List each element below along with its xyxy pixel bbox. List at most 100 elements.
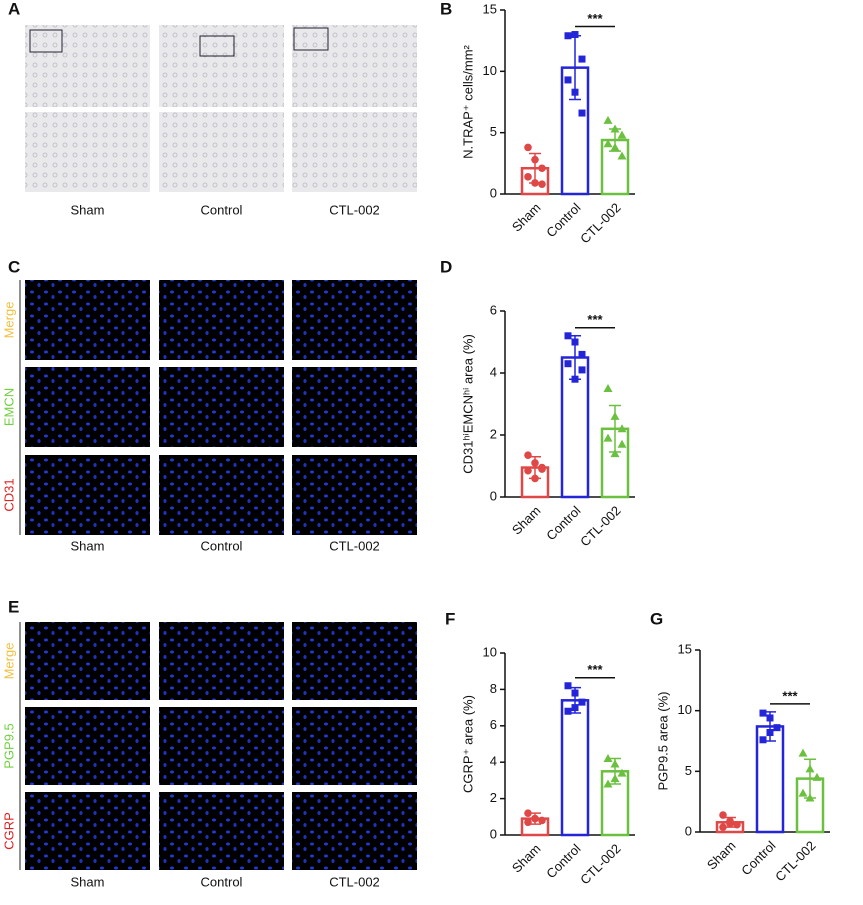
data-point — [564, 76, 572, 84]
panel-letter: E — [8, 597, 19, 616]
data-point — [610, 142, 620, 151]
micrograph — [25, 367, 150, 447]
data-point — [524, 466, 532, 475]
y-tick-label: 6 — [490, 302, 497, 317]
data-point — [610, 774, 620, 783]
data-point — [603, 779, 613, 788]
data-point — [578, 55, 586, 63]
data-point — [759, 709, 767, 717]
panel-letter: F — [445, 609, 455, 628]
data-point — [578, 109, 586, 117]
y-axis-label: CD31ʰⁱEMCNʰⁱ area (%) — [460, 334, 475, 474]
panel-letter: B — [440, 0, 452, 18]
micrograph — [159, 25, 284, 107]
data-point — [610, 124, 620, 133]
column-label: Sham — [71, 874, 105, 889]
data-point — [531, 155, 539, 164]
column-label: Control — [201, 202, 243, 217]
data-point — [564, 682, 572, 690]
micrograph — [159, 112, 284, 192]
y-tick-label: 2 — [490, 790, 497, 805]
micrograph — [159, 455, 284, 535]
y-tick-label: 5 — [685, 763, 692, 778]
data-point — [617, 130, 627, 139]
zoom-box — [199, 35, 235, 57]
row-label: CGRP — [1, 812, 16, 850]
data-point — [564, 332, 572, 340]
micrograph — [292, 280, 417, 360]
data-point — [610, 411, 620, 420]
data-point — [524, 143, 532, 152]
data-point — [571, 31, 579, 39]
data-point — [538, 180, 546, 188]
micrograph — [159, 707, 284, 785]
y-tick-label: 8 — [490, 681, 497, 696]
micrograph — [292, 367, 417, 447]
panel-letter: C — [8, 257, 20, 276]
x-tick-label: CTL-002 — [577, 200, 623, 246]
y-tick-label: 15 — [678, 641, 692, 656]
micrograph — [292, 455, 417, 535]
data-point — [603, 384, 613, 392]
micrograph — [25, 455, 150, 535]
y-tick-label: 6 — [490, 717, 497, 732]
significance-label: *** — [587, 11, 603, 26]
significance-label: *** — [587, 312, 603, 327]
data-point — [578, 698, 586, 706]
x-tick-label: Sham — [509, 200, 544, 235]
y-axis-label: CGRP⁺ area (%) — [460, 695, 475, 793]
zoom-box — [293, 27, 329, 51]
data-point — [571, 689, 579, 697]
data-point — [603, 139, 613, 148]
data-point — [617, 151, 627, 160]
data-point — [798, 748, 808, 757]
row-label: CD31 — [1, 478, 16, 511]
data-point — [538, 164, 546, 173]
micrograph — [25, 792, 150, 870]
micrograph — [292, 622, 417, 700]
micrograph — [159, 367, 284, 447]
panel-letter: D — [440, 257, 452, 276]
y-tick-label: 2 — [490, 426, 497, 441]
data-point — [719, 811, 727, 819]
x-tick-label: Sham — [509, 503, 544, 538]
data-point — [805, 793, 815, 802]
data-point — [759, 736, 767, 744]
panel-letter: G — [650, 609, 663, 628]
data-point — [603, 115, 613, 124]
data-point — [531, 474, 539, 483]
micrograph — [25, 622, 150, 700]
zoom-box — [29, 29, 63, 53]
y-tick-label: 4 — [490, 754, 497, 769]
x-tick-label: CTL-002 — [772, 838, 818, 884]
micrograph — [25, 280, 150, 360]
data-point — [524, 818, 532, 827]
x-tick-label: CTL-002 — [577, 841, 623, 887]
micrograph — [25, 707, 150, 785]
data-point — [571, 338, 579, 346]
y-axis-label: PGP9.5 area (%) — [655, 692, 670, 791]
data-point — [733, 820, 741, 829]
data-point — [571, 88, 579, 96]
micrograph — [159, 622, 284, 700]
row-label: Merge — [1, 643, 16, 680]
data-point — [538, 816, 546, 825]
data-point — [617, 768, 627, 777]
y-tick-label: 10 — [483, 63, 497, 78]
y-tick-label: 0 — [490, 488, 497, 503]
column-label: CTL-002 — [329, 874, 380, 889]
micrograph — [292, 792, 417, 870]
data-point — [531, 814, 539, 823]
data-point — [773, 724, 781, 732]
y-tick-label: 5 — [490, 124, 497, 139]
data-point — [603, 433, 613, 442]
data-point — [571, 704, 579, 712]
x-tick-label: Sham — [509, 841, 544, 876]
y-axis-label: N.TRAP⁺ cells/mm² — [460, 44, 475, 158]
x-tick-label: CTL-002 — [577, 503, 623, 549]
row-label: PGP9.5 — [1, 723, 16, 769]
row-label: Merge — [1, 302, 16, 339]
bar — [560, 699, 590, 837]
micrograph — [292, 25, 417, 107]
